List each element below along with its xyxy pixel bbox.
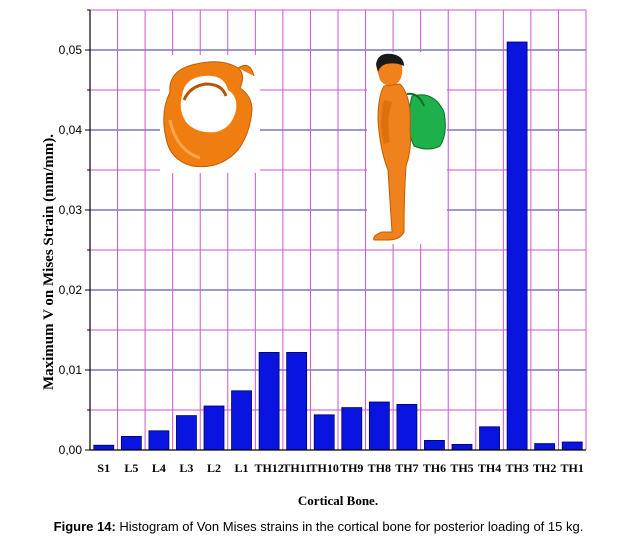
bar-l2 [203, 405, 225, 451]
bars [93, 41, 583, 451]
y-tick-label: 0,00 [59, 443, 83, 457]
bar-th7 [396, 403, 418, 451]
x-tick-label: L2 [207, 461, 221, 475]
x-axis-label: Cortical Bone. [298, 493, 378, 508]
y-tick-label: 0,02 [59, 283, 83, 297]
y-tick-label: 0,05 [59, 43, 83, 57]
x-tick-label: L1 [235, 461, 249, 475]
bar-th2 [534, 443, 556, 451]
bar-th1 [561, 441, 583, 451]
x-tick-label: TH2 [533, 461, 556, 475]
x-tick-label: TH8 [368, 461, 391, 475]
person-with-backpack-illustration [367, 52, 447, 244]
caption-label: Figure 14: [53, 519, 116, 534]
y-tick-label: 0,03 [59, 203, 83, 217]
x-tick-label: TH9 [340, 461, 363, 475]
x-tick-label: TH3 [505, 461, 528, 475]
x-tick-label: TH4 [478, 461, 501, 475]
x-tick-label: L3 [179, 461, 193, 475]
bar-s1 [93, 444, 115, 451]
caption-text: Histogram of Von Mises strains in the co… [115, 519, 584, 534]
bar-l3 [176, 415, 197, 451]
y-tick-label: 0,04 [59, 123, 83, 137]
bar-th6 [424, 439, 445, 451]
bar-th3 [506, 41, 528, 451]
x-tick-label: TH7 [395, 461, 418, 475]
bar-th8 [368, 401, 390, 451]
x-tick-label: TH11 [282, 461, 311, 475]
x-tick-label: TH1 [561, 461, 584, 475]
bar-th9 [341, 407, 363, 451]
y-tick-labels: 0,00 0,01 0,02 0,03 0,04 0,05 [59, 43, 83, 457]
bar-l1 [231, 390, 252, 451]
bar-l5 [120, 435, 142, 451]
bar-th11 [286, 351, 308, 451]
x-tick-label: L5 [124, 461, 138, 475]
bar-th4 [479, 426, 500, 451]
vertebra-illustration [160, 55, 260, 173]
x-tick-label: TH6 [423, 461, 446, 475]
bar-th5 [451, 443, 473, 451]
x-tick-label: TH10 [310, 461, 339, 475]
x-tick-label: TH5 [450, 461, 473, 475]
axes [85, 9, 586, 451]
bar-th10 [313, 414, 335, 451]
bar-l4 [148, 430, 170, 451]
bar-th12 [258, 351, 280, 451]
x-tick-label: L4 [152, 461, 166, 475]
y-axis-label: Maximum V on Mises Strain (mm/mm). [41, 134, 57, 390]
y-tick-label: 0,01 [59, 363, 83, 377]
figure-caption: Figure 14: Histogram of Von Mises strain… [0, 519, 637, 534]
x-tick-label: TH12 [254, 461, 283, 475]
x-tick-label: S1 [97, 461, 110, 475]
